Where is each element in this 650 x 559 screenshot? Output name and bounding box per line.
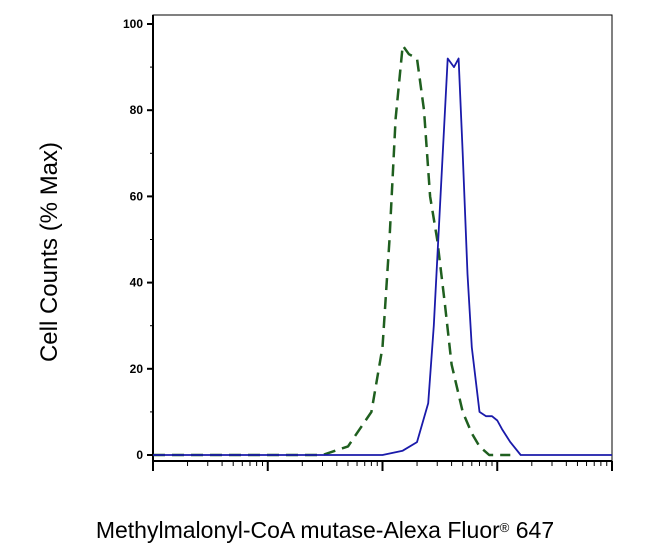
x-axis-label-wrap: Methylmalonyl-CoA mutase-Alexa Fluor® 64…	[0, 517, 650, 544]
y-axis-label: Cell Counts (% Max)	[36, 141, 63, 363]
x-axis-label: Methylmalonyl-CoA mutase-Alexa Fluor	[95, 517, 500, 543]
y-tick-label: 20	[130, 362, 144, 376]
series-line-2	[153, 57, 612, 456]
y-tick-label: 100	[123, 17, 143, 31]
registered-mark: ®	[499, 520, 510, 535]
y-tick-label: 60	[130, 189, 144, 203]
series-line-1	[153, 44, 511, 457]
x-axis-label-suffix: 647	[509, 517, 555, 543]
y-tick-label: 0	[136, 448, 143, 462]
plot-frame	[152, 14, 613, 462]
y-tick-label: 40	[130, 276, 144, 290]
y-tick-label: 80	[130, 103, 144, 117]
